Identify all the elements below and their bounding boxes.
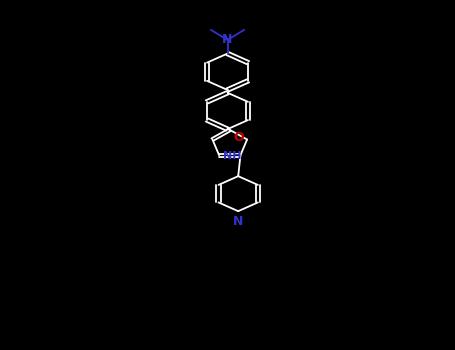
Text: N: N [233,215,243,229]
Text: N: N [222,33,233,47]
Text: O: O [233,131,244,144]
Text: NH: NH [222,151,241,161]
